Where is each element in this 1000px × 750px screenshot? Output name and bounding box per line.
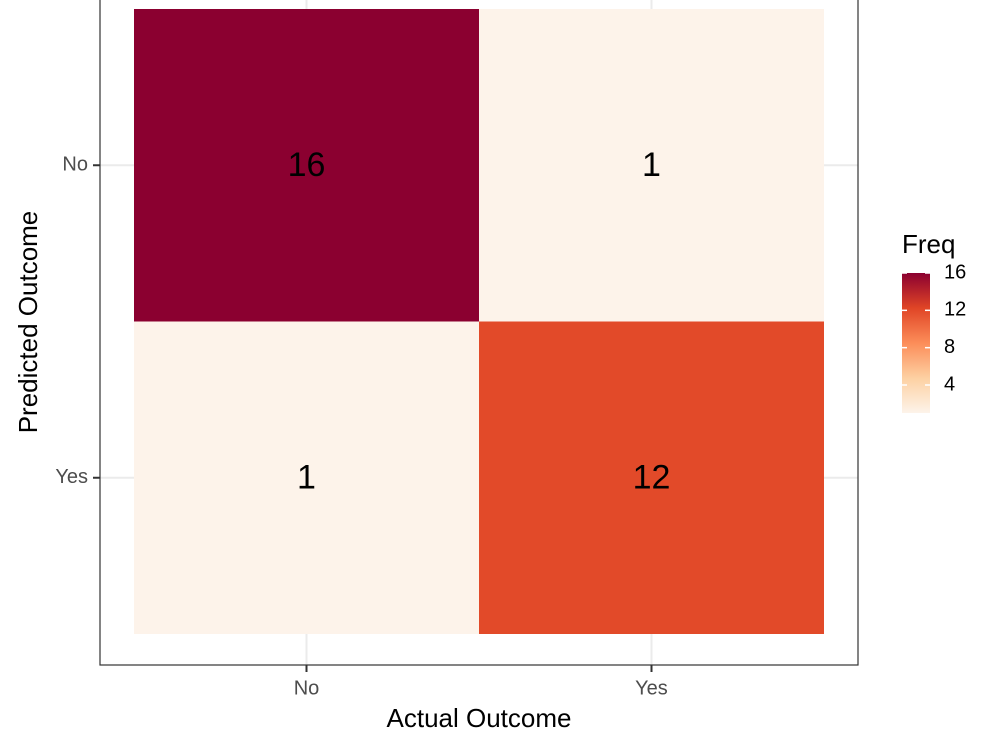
heatmap-cell [134,9,479,322]
x-axis-title: Actual Outcome [387,703,572,733]
y-axis-title: Predicted Outcome [13,211,43,434]
colorbar-tick-label: 16 [944,261,966,283]
colorbar-tick-label: 4 [944,373,955,395]
y-tick-label: Yes [55,466,88,488]
colorbar-tick-label: 12 [944,299,966,321]
legend-title: Freq [902,229,955,259]
heatmap-cell [134,321,479,634]
x-tick-label: No [294,677,320,699]
colorbar-tick-label: 8 [944,336,955,358]
cell-label: 1 [642,146,661,184]
cell-label: 1 [297,459,316,497]
colorbar [902,273,930,413]
y-tick-label: No [62,154,88,176]
x-tick-label: Yes [635,677,668,699]
cell-label: 12 [633,459,671,497]
heatmap-cell [479,321,824,634]
panel-border [99,0,859,666]
cell-label: 16 [288,146,326,184]
heatmap-cell [479,9,824,322]
